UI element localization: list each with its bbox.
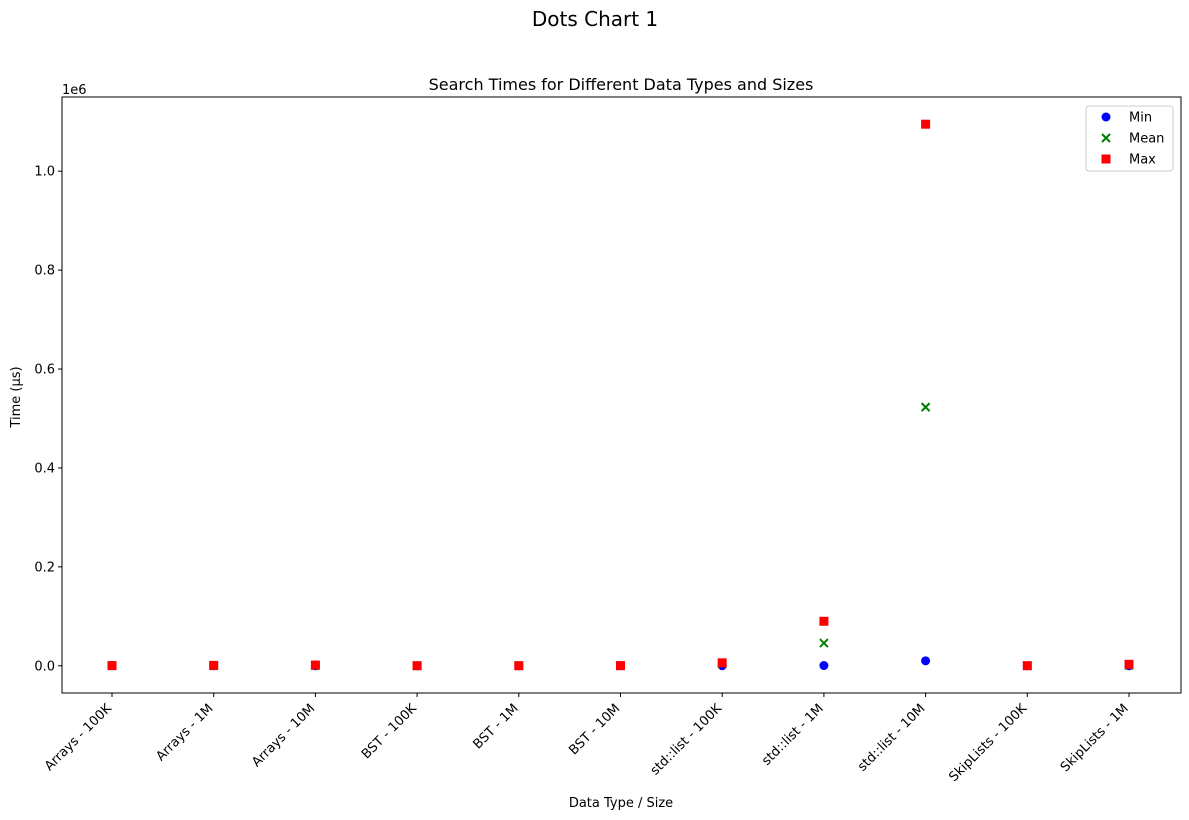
data-point-mean [819, 638, 829, 648]
x-tick-label: Arrays - 100K [42, 701, 115, 774]
data-point-min [819, 661, 829, 671]
y-tick-label: 0.2 [34, 560, 55, 575]
legend-label: Max [1129, 153, 1156, 168]
x-tick-label: Arrays - 1M [153, 701, 216, 764]
data-point-max [107, 661, 117, 671]
data-point-max [1124, 659, 1134, 669]
y-tick-label: 0.0 [34, 659, 55, 674]
x-axis-label: Data Type / Size [569, 796, 673, 811]
legend-marker-mean [1101, 133, 1111, 143]
y-tick-label: 0.4 [34, 461, 55, 476]
data-point-max [412, 661, 422, 671]
axes-frame [61, 96, 1182, 694]
data-point-max [1022, 661, 1032, 671]
y-axis-label: Time (µs) [9, 366, 24, 428]
chart-title: Search Times for Different Data Types an… [429, 75, 814, 94]
data-point-mean [920, 402, 931, 412]
data-point-max [310, 660, 320, 670]
x-tick-label: std::list - 1M [759, 701, 826, 768]
x-tick-label: std::list - 100K [648, 701, 726, 779]
x-marker-stroke [819, 638, 829, 648]
legend-label: Min [1129, 111, 1152, 126]
legend-marker-max [1101, 154, 1111, 164]
data-point-max [514, 661, 524, 671]
figure-title: Dots Chart 1 [532, 7, 658, 31]
x-tick-label: SkipLists - 100K [946, 701, 1030, 785]
data-point-min [921, 656, 931, 666]
data-point-max [209, 660, 219, 670]
y-tick-label: 0.6 [34, 363, 55, 378]
x-tick-label: Arrays - 10M [249, 701, 318, 770]
y-offset-label: 1e6 [62, 83, 87, 98]
data-point-max [717, 658, 727, 668]
x-tick-label: BST - 1M [470, 701, 521, 752]
x-tick-label: std::list - 10M [855, 701, 928, 774]
legend: Min Mean Max [1085, 105, 1174, 172]
x-tick-label: BST - 10M [566, 701, 623, 758]
y-tick-label: 0.8 [34, 264, 55, 279]
x-tick-label: SkipLists - 1M [1058, 701, 1132, 775]
legend-marker-min [1101, 112, 1111, 122]
data-point-max [819, 616, 829, 626]
y-tick-label: 1.0 [34, 165, 55, 180]
x-tick-label: BST - 100K [359, 701, 420, 762]
x-marker-stroke [920, 402, 931, 412]
legend-label: Mean [1129, 132, 1164, 147]
plot-area: 0.0 0.2 0.4 0.6 0.8 1.0 Arrays - 100K Arrays - … [34, 119, 1134, 785]
data-point-max [616, 661, 625, 671]
x-marker-stroke [1101, 133, 1111, 143]
data-point-max [921, 119, 931, 129]
